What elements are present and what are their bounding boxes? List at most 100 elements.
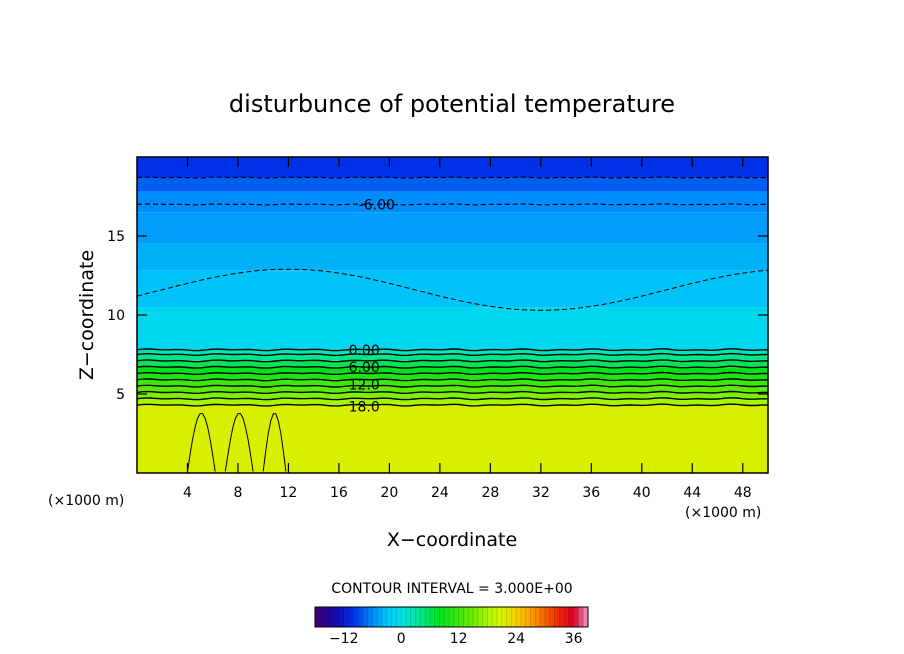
colorbar-cell <box>329 607 335 627</box>
colorbar-cell <box>343 607 349 627</box>
colorbar-cell <box>458 607 464 627</box>
colorbar-cell <box>506 607 512 627</box>
colorbar-cell <box>372 607 378 627</box>
contour-line <box>137 397 768 401</box>
contour-line <box>137 365 768 369</box>
colorbar-cell <box>434 607 440 627</box>
colorbar-cell <box>549 607 555 627</box>
colorbar-cell <box>487 607 493 627</box>
contour-line <box>137 268 768 311</box>
colorbar-cell <box>497 607 503 627</box>
x-tick-label: 28 <box>481 485 499 501</box>
colorbar-cell <box>520 607 527 627</box>
contour-line <box>137 203 768 206</box>
colorbar-cell <box>377 607 383 627</box>
colorbar-cell <box>525 607 531 627</box>
contour-interval-label: CONTOUR INTERVAL = 3.000E+00 <box>331 581 572 597</box>
colorbar-cell <box>319 607 325 627</box>
x-tick-label: 40 <box>633 485 651 501</box>
colorbar-cell <box>492 607 498 627</box>
colorbar-cell <box>406 607 412 627</box>
x-tick-label: 20 <box>380 485 398 501</box>
colorbar-cell <box>463 607 469 627</box>
colorbar-cell <box>477 607 483 627</box>
contour-line <box>137 378 768 382</box>
colorbar-cell <box>444 607 450 627</box>
colorbar-cell <box>583 607 589 627</box>
colorbar-cell <box>353 607 359 627</box>
colorbar-cell <box>391 607 397 627</box>
colorbar-cell <box>386 607 392 627</box>
colorbar-tick-label: 36 <box>565 631 583 647</box>
x-tick-label: 32 <box>532 485 550 501</box>
contour-band <box>137 307 768 350</box>
colorbar-cell <box>468 607 474 627</box>
contour-band <box>137 386 768 393</box>
colorbar-cell <box>358 607 364 627</box>
contour-band <box>137 405 768 473</box>
colorbar-frame <box>314 606 589 628</box>
contour-line <box>137 348 768 352</box>
colorbar-cell <box>324 607 330 627</box>
colorbar-cell <box>410 607 416 627</box>
contour-line <box>137 176 768 179</box>
colorbar-cell <box>362 607 368 627</box>
contour-band <box>137 392 768 399</box>
contour-line <box>137 371 768 376</box>
colorbar-cell <box>315 607 321 627</box>
y-axis-ticks: 5 10 15 <box>107 229 768 403</box>
contour-band <box>137 354 768 361</box>
contour-band <box>137 177 768 192</box>
colorbar-cell <box>429 607 436 627</box>
contour-label: 6.00 <box>349 360 380 376</box>
colorbar-cell <box>559 607 565 627</box>
x-tick-label: 4 <box>183 485 192 501</box>
x-tick-label: 8 <box>233 485 242 501</box>
colorbar-cell <box>544 607 550 627</box>
colorbar-cell <box>425 607 431 627</box>
colorbar-cell <box>473 607 479 627</box>
colorbar-cell <box>396 607 402 627</box>
colorbar-cell <box>578 607 584 627</box>
contour-line <box>137 359 768 363</box>
contour-band <box>137 367 768 374</box>
colorbar-cell <box>573 607 579 627</box>
colorbar-cell <box>449 607 455 627</box>
contour-band <box>137 270 768 308</box>
contour-label: 0.00 <box>349 343 380 359</box>
contour-line <box>137 384 768 388</box>
y-tick-label: 5 <box>116 387 125 403</box>
colorbar-cell <box>568 607 574 627</box>
colorbar-cell <box>501 607 507 627</box>
colorbar-cell <box>348 607 354 627</box>
colorbar-cell <box>554 607 560 627</box>
contour-line <box>137 352 768 357</box>
colorbar-tick-label: 0 <box>397 631 406 647</box>
contour-line <box>187 413 216 472</box>
contour-band <box>137 191 768 213</box>
contour-line <box>137 390 768 395</box>
y-tick-label: 15 <box>107 229 125 245</box>
colorbar-cell <box>338 607 345 627</box>
contour-line <box>137 403 768 407</box>
contour-labels: -6.00 0.006.00 12.0 18.0 <box>349 197 395 415</box>
contour-band <box>137 349 768 355</box>
contour-band <box>137 398 768 406</box>
colorbar-cell <box>564 607 570 627</box>
colorbar-cell <box>401 607 407 627</box>
x-axis-ticks: 4 8 12 16 20 24 28 32 36 40 44 48 <box>183 157 752 501</box>
contour-label: -6.00 <box>359 197 395 213</box>
colorbar-tick-label: −12 <box>329 631 359 647</box>
contour-band <box>137 360 768 368</box>
x-tick-label: 48 <box>734 485 752 501</box>
contour-line <box>224 413 254 472</box>
y-axis-label: Z−coordinate <box>76 250 98 380</box>
colorbar-tick-label: 12 <box>450 631 468 647</box>
x-tick-label: 44 <box>683 485 701 501</box>
contour-band <box>137 212 768 244</box>
colorbar-cell <box>540 607 546 627</box>
colorbar-cell <box>334 607 340 627</box>
plot-area <box>137 157 768 473</box>
colorbar-cell <box>367 607 373 627</box>
contour-line <box>262 413 287 472</box>
